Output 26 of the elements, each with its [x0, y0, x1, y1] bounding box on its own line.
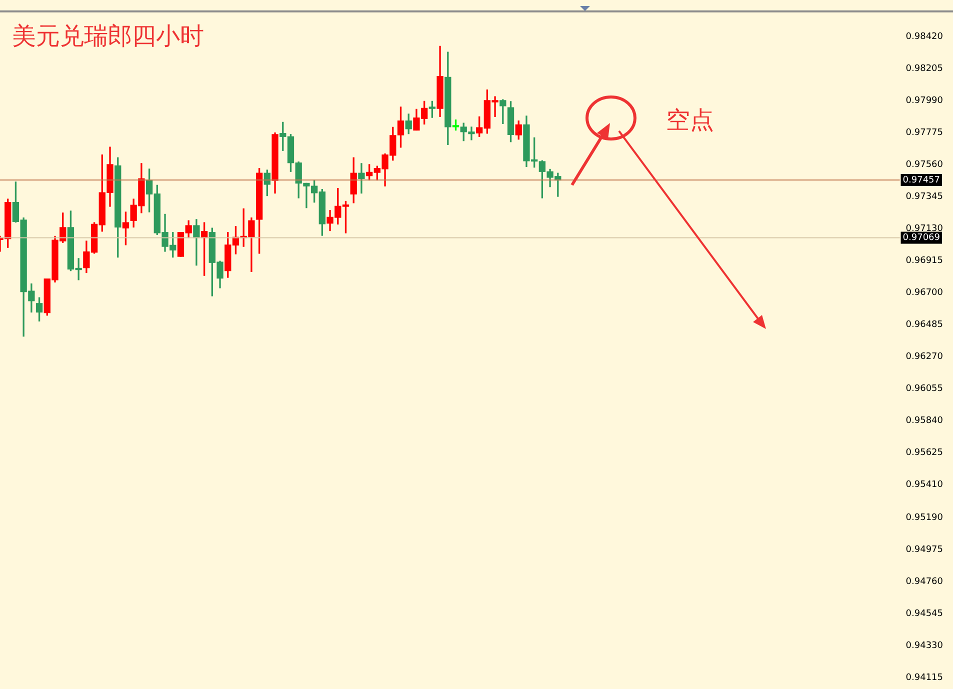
y-tick-label: 0.94975: [906, 544, 943, 555]
y-tick-label: 0.95190: [906, 512, 944, 523]
y-tick-label: 0.96915: [906, 256, 943, 266]
ref-line-label: 0.97457: [902, 175, 940, 186]
y-tick-label: 0.96485: [906, 320, 943, 330]
text: 美元兑瑞郎四小时: [12, 24, 204, 50]
y-tick-label: 0.97345: [906, 192, 943, 202]
y-tick-label: 0.94115: [906, 672, 943, 683]
y-tick-label: 0.97990: [906, 96, 944, 106]
y-tick-label: 0.95625: [906, 448, 943, 458]
y-tick-label: 0.94330: [906, 640, 944, 651]
y-tick-label: 0.94545: [906, 608, 943, 619]
y-tick-label: 0.95840: [906, 416, 944, 426]
y-tick-label: 0.98205: [906, 64, 943, 74]
candlestick: [358, 163, 365, 194]
y-tick-label: 0.96270: [906, 352, 944, 362]
annotation: 空点: [666, 108, 714, 134]
y-tick-label: 0.96700: [906, 288, 944, 298]
y-tick-label: 0.97560: [906, 160, 944, 170]
y-tick-label: 0.94760: [906, 576, 944, 587]
y-tick-label: 0.97130: [906, 224, 944, 234]
y-tick-label: 0.95410: [906, 480, 944, 490]
y-tick-label: 0.96055: [906, 384, 943, 394]
y-tick-label: 0.98420: [906, 32, 944, 42]
y-tick-label: 0.97775: [906, 128, 943, 138]
ref-line-label: 0.97069: [902, 233, 940, 244]
